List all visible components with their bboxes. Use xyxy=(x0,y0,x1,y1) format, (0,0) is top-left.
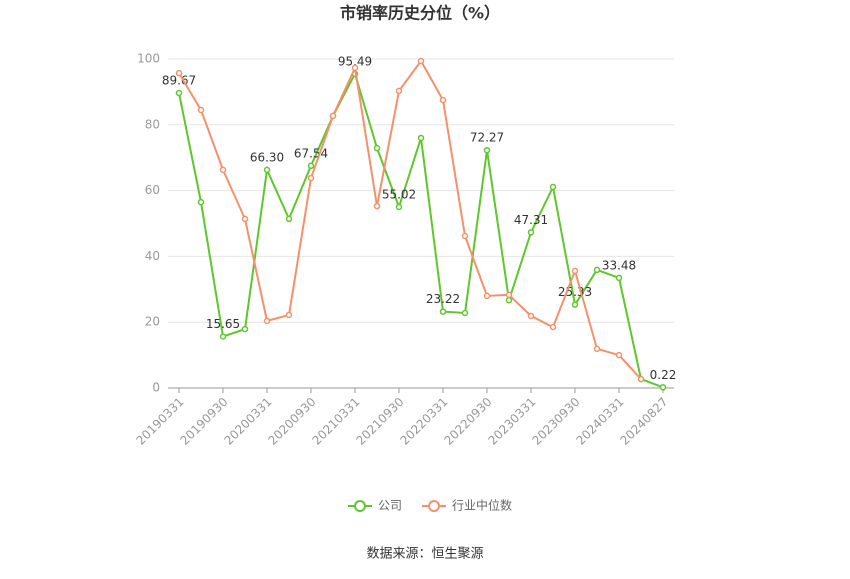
data-label: 25.33 xyxy=(558,285,592,299)
point xyxy=(483,292,491,300)
series-line xyxy=(178,59,642,380)
x-tick-label: 20240827 xyxy=(618,395,671,448)
point xyxy=(615,351,623,359)
point xyxy=(285,215,293,223)
point xyxy=(659,384,667,391)
point xyxy=(527,312,535,320)
point xyxy=(241,215,249,223)
point xyxy=(263,317,271,325)
legend-marker xyxy=(428,500,441,512)
point xyxy=(527,229,535,236)
y-tick-label: 60 xyxy=(145,183,160,197)
y-tick-label: 80 xyxy=(145,117,160,131)
point xyxy=(263,166,271,174)
point xyxy=(461,232,469,240)
data-label: 89.67 xyxy=(162,73,196,87)
data-label: 15.65 xyxy=(206,317,240,331)
y-tick-label: 20 xyxy=(145,315,160,329)
data-label: 33.48 xyxy=(602,258,636,272)
data-label: 0.22 xyxy=(650,368,677,382)
point xyxy=(197,106,205,114)
point xyxy=(571,267,579,275)
point xyxy=(417,57,425,65)
data-label: 23.22 xyxy=(426,292,460,306)
y-tick-label: 0 xyxy=(152,381,160,395)
legend-label: 公司 xyxy=(378,499,402,513)
point xyxy=(197,198,205,206)
legend-label: 行业中位数 xyxy=(452,498,512,513)
point xyxy=(175,89,183,97)
data-label: 55.02 xyxy=(382,187,416,201)
series-line xyxy=(178,71,664,389)
point xyxy=(241,325,249,333)
point xyxy=(219,166,227,174)
point xyxy=(417,134,425,142)
point xyxy=(483,146,491,154)
data-label: 47.31 xyxy=(514,213,548,227)
point xyxy=(505,296,513,304)
point xyxy=(615,274,623,282)
point xyxy=(395,87,403,95)
point xyxy=(219,333,227,340)
point xyxy=(549,183,557,191)
source: 数据来源：恒生聚源 xyxy=(366,547,483,562)
point xyxy=(549,323,557,331)
point xyxy=(351,64,359,72)
point xyxy=(373,202,381,210)
point xyxy=(285,311,293,319)
point xyxy=(395,203,403,211)
point xyxy=(439,96,447,104)
y-tick-label: 40 xyxy=(145,249,160,263)
chart-title: 市销率历史分位（%） xyxy=(340,4,500,23)
data-label: 72.27 xyxy=(470,131,504,145)
point xyxy=(637,375,645,383)
legend-marker xyxy=(354,500,366,512)
point xyxy=(373,144,381,152)
point xyxy=(329,112,337,120)
point xyxy=(505,291,513,299)
point xyxy=(439,308,447,315)
point xyxy=(307,174,315,182)
point xyxy=(175,69,183,77)
data-label: 95.49 xyxy=(338,54,372,68)
point xyxy=(461,309,469,317)
point xyxy=(593,345,601,353)
point xyxy=(307,162,315,170)
data-label: 66.30 xyxy=(250,150,284,164)
point xyxy=(571,301,579,308)
data-label: 67.54 xyxy=(294,146,328,160)
point xyxy=(593,266,601,274)
y-tick-label: 100 xyxy=(137,52,160,66)
